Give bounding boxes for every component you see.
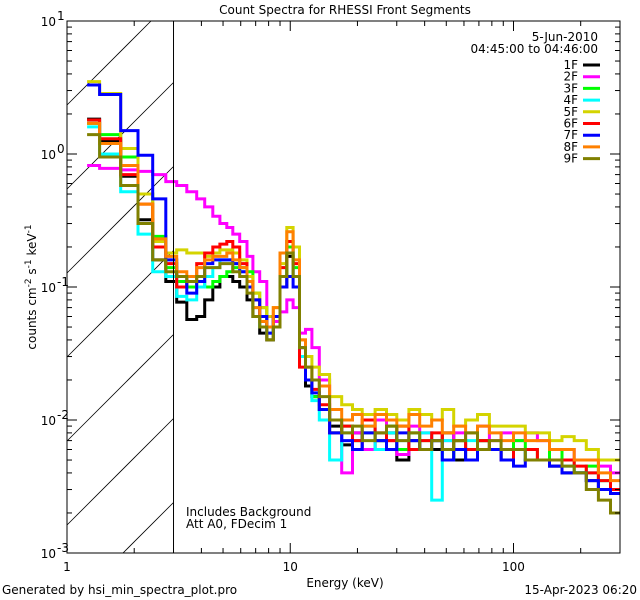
y-tick-exponent: -1 [57,275,69,289]
chart-title: Count Spectra for RHESSI Front Segments [219,3,471,17]
y-tick-label: 10 [41,414,56,428]
hatch-line [66,418,174,526]
legend: 5-Jun-2010 04:45:00 to 04:46:00 1F2F3F4F… [471,30,600,166]
y-tick-exponent: 1 [57,9,65,23]
hatch-line [66,20,152,106]
y-axis-label: counts cm-2 s-1 keV-1 [24,224,39,349]
y-tick-exponent: -2 [57,408,69,422]
y-tick-exponent: 0 [57,142,65,156]
annotation-background: Includes Background [186,505,311,519]
y-label-part: s [25,268,39,278]
y-label-exponent: -1 [24,259,34,268]
series-group [87,80,620,515]
hatch-line [66,166,174,274]
legend-label-4F: 4F [563,93,578,107]
x-tick-label: 1 [63,560,71,574]
y-label-exponent: -1 [24,224,34,233]
y-label-exponent: -2 [24,278,34,287]
series-line-9F [87,133,620,515]
hatch-line [66,334,174,442]
y-label-part: counts cm [25,287,39,349]
legend-label-1F: 1F [563,58,578,72]
x-tick-label: 100 [502,560,525,574]
y-tick-exponent: -3 [57,541,69,555]
legend-label-9F: 9F [563,152,578,166]
footer-generated-by: Generated by hsi_min_spectra_plot.pro [2,583,237,597]
axis-ticks [66,20,621,554]
legend-time-range: 04:45:00 to 04:46:00 [471,42,598,56]
y-label-part: keV [25,233,39,260]
y-tick-label: 10 [41,547,56,561]
annotation-attenuator: Att A0, FDecim 1 [186,517,287,531]
y-tick-label: 10 [41,148,56,162]
x-tick-labels: 1 10 100 [63,560,525,574]
footer-timestamp: 15-Apr-2023 06:20 [524,583,637,597]
legend-label-3F: 3F [563,81,578,95]
hatch-line [66,250,174,358]
y-tick-label: 10 [41,15,56,29]
legend-date: 5-Jun-2010 [532,30,598,44]
legend-label-8F: 8F [563,140,578,154]
hatch-line [122,502,174,554]
legend-label-6F: 6F [563,117,578,131]
y-tick-label: 10 [41,281,56,295]
excluded-region-hatch [66,20,174,554]
series-line-2F [87,164,620,475]
x-axis-label: Energy (keV) [306,576,383,590]
legend-label-2F: 2F [563,70,578,84]
legend-label-7F: 7F [563,128,578,142]
legend-label-5F: 5F [563,105,578,119]
x-tick-label: 10 [283,560,298,574]
